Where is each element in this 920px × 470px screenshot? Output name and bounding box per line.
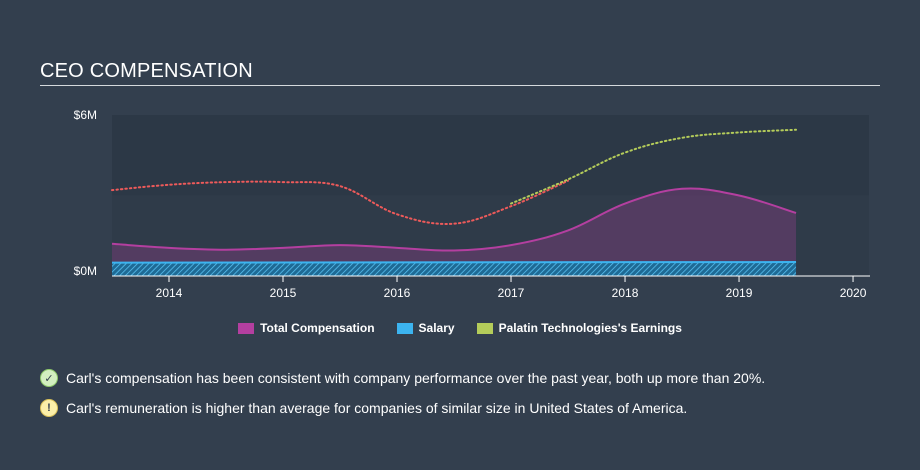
series-area-total-compensation — [112, 188, 797, 276]
x-tick-label-2016: 2016 — [384, 286, 411, 300]
legend-item-total-compensation[interactable]: Total Compensation — [238, 321, 375, 335]
note-consistent-compensation: ✓ Carl's compensation has been consisten… — [40, 368, 765, 388]
legend-label-earnings: Palatin Technologies's Earnings — [498, 321, 682, 335]
check-icon: ✓ — [40, 369, 58, 387]
legend-swatch-total-compensation — [238, 322, 255, 334]
insight-notes: ✓ Carl's compensation has been consisten… — [40, 368, 765, 428]
ceo-compensation-chart: 2014 2015 2016 2017 2018 2019 2020 $6M $0M — [74, 108, 870, 300]
chart-legend: Total Compensation Salary Palatin Techno… — [0, 321, 920, 335]
legend-label-salary: Salary — [418, 321, 455, 335]
series-area-salary — [112, 262, 797, 276]
y-tick-label-6: $6M — [74, 108, 97, 122]
chart-title: CEO COMPENSATION — [40, 60, 253, 82]
x-tick-label-2015: 2015 — [270, 286, 297, 300]
title-divider — [40, 85, 880, 86]
series-line-palatin-technologies-s-earnings — [510, 128, 798, 205]
x-tick-label-2019: 2019 — [726, 286, 753, 300]
series-line-total-compensation — [111, 187, 797, 252]
plot-band-upper — [112, 115, 869, 196]
legend-item-salary[interactable]: Salary — [396, 321, 455, 335]
note-above-average-remuneration: ! Carl's remuneration is higher than ave… — [40, 398, 765, 418]
x-tick-label-2017: 2017 — [498, 286, 525, 300]
legend-swatch-earnings — [476, 322, 493, 334]
legend-swatch-salary — [396, 322, 413, 334]
legend-label-total-compensation: Total Compensation — [260, 321, 375, 335]
series-line-earnings-decline — [111, 179, 570, 225]
y-tick-label-0: $0M — [74, 264, 97, 278]
x-tick-label-2020: 2020 — [840, 286, 867, 300]
x-tick-label-2018: 2018 — [612, 286, 639, 300]
note-text: Carl's compensation has been consistent … — [66, 370, 766, 386]
series-line-salary — [111, 261, 797, 264]
x-tick-label-2014: 2014 — [156, 286, 183, 300]
legend-item-earnings[interactable]: Palatin Technologies's Earnings — [476, 321, 682, 335]
note-text: Carl's remuneration is higher than avera… — [66, 400, 688, 416]
exclamation-icon: ! — [40, 399, 58, 417]
